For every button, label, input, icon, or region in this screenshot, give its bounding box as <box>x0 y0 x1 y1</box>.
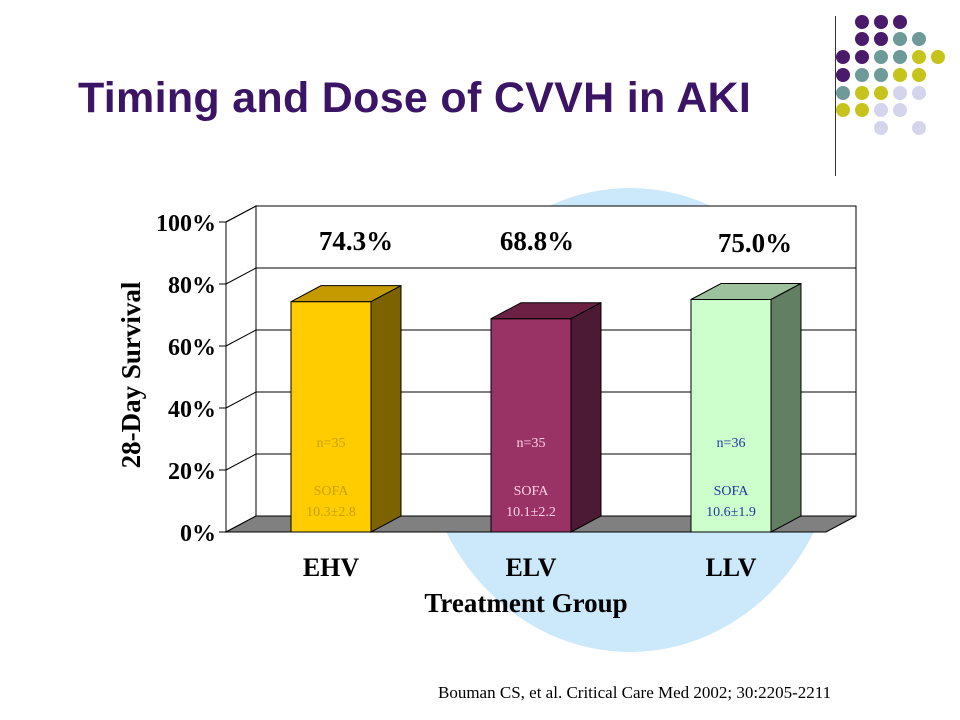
bar-front <box>290 301 372 533</box>
decorative-dot <box>893 50 907 64</box>
gridline-side <box>225 205 257 223</box>
decorative-dot <box>912 121 926 135</box>
y-axis-title: 28-Day Survival <box>116 281 146 468</box>
bar-n-label: n=36 <box>717 436 746 451</box>
bar-elv <box>490 301 602 533</box>
decorative-dot <box>836 86 850 100</box>
decorative-dot <box>874 103 888 117</box>
decorative-dot <box>855 50 869 64</box>
decorative-dot <box>836 50 850 64</box>
decorative-dot <box>893 32 907 46</box>
bar-sofa-value: 10.3±2.8 <box>306 505 356 520</box>
bar-sofa-label: SOFA <box>314 484 350 499</box>
bar-n-label: n=35 <box>517 436 546 451</box>
gridline-side <box>225 453 257 471</box>
decorative-dot <box>893 103 907 117</box>
bar-n-label: n=35 <box>317 436 346 451</box>
decorative-dot <box>874 121 888 135</box>
gridline-side <box>225 329 257 347</box>
decorative-dot <box>874 68 888 82</box>
bar-value-label: 74.3% <box>319 226 393 256</box>
decorative-dot <box>855 68 869 82</box>
bar-front <box>490 318 572 533</box>
bar-sofa-label: SOFA <box>514 484 550 499</box>
decorative-dot <box>874 15 888 29</box>
y-tick-label: 60% <box>168 335 216 361</box>
decorative-dot <box>874 86 888 100</box>
decorative-dot <box>855 15 869 29</box>
decorative-dot <box>912 86 926 100</box>
bar-llv <box>690 282 802 533</box>
page-title: Timing and Dose of CVVH in AKI <box>78 74 752 122</box>
y-tick-label: 80% <box>168 273 216 299</box>
citation-text: Bouman CS, et al. Critical Care Med 2002… <box>438 683 832 702</box>
bar-value-label: 68.8% <box>500 226 574 256</box>
x-category-label: ELV <box>505 553 556 582</box>
bar-sofa-label: SOFA <box>714 484 750 499</box>
bar-ehv <box>290 284 402 533</box>
bar-front <box>690 299 772 533</box>
x-axis-title: Treatment Group <box>424 588 627 618</box>
bar-sofa-value: 10.6±1.9 <box>706 505 756 520</box>
decorative-dot <box>893 15 907 29</box>
bar-value-label: 75.0% <box>718 228 792 258</box>
bar-side <box>570 301 602 533</box>
decorative-dot <box>931 50 945 64</box>
gridline-side <box>225 391 257 409</box>
chart-side-wall <box>225 205 257 533</box>
decorative-dot <box>912 32 926 46</box>
decorative-dot <box>874 32 888 46</box>
x-category-label: EHV <box>303 553 360 582</box>
bar-side <box>770 282 802 533</box>
decorative-dot <box>855 32 869 46</box>
y-tick-label: 40% <box>168 397 216 423</box>
decorative-dot <box>874 50 888 64</box>
decorative-dot <box>893 68 907 82</box>
decorative-dot <box>836 103 850 117</box>
decorative-dot <box>855 103 869 117</box>
y-tick-label: 0% <box>180 521 216 547</box>
decorative-dot <box>912 68 926 82</box>
decorative-dot <box>836 68 850 82</box>
x-category-label: LLV <box>705 553 756 582</box>
decorative-dot-grid <box>836 15 945 135</box>
bar-side <box>370 284 402 533</box>
decorative-dot <box>855 86 869 100</box>
decorative-dot <box>893 86 907 100</box>
bar-sofa-value: 10.1±2.2 <box>506 505 556 520</box>
y-tick-label: 20% <box>168 459 216 485</box>
y-tick-label: 100% <box>156 211 216 237</box>
decorative-dot <box>912 50 926 64</box>
gridline-side <box>225 267 257 285</box>
title-divider-line <box>835 16 836 176</box>
